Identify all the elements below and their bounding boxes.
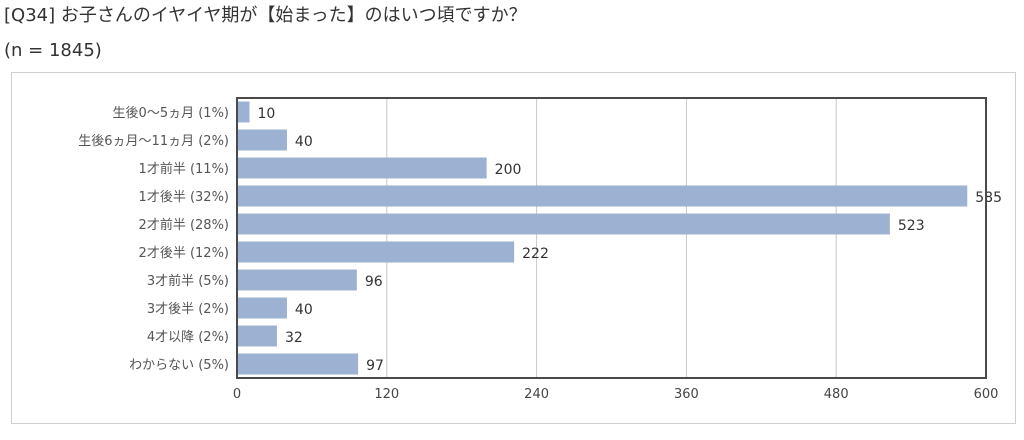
category-label: 生後6ヵ月〜11ヵ月 (2%) [78, 134, 229, 149]
bar [237, 269, 357, 291]
category-label: 1才後半 (32%) [139, 190, 229, 205]
data-label: 222 [522, 246, 549, 262]
data-label: 40 [295, 302, 313, 318]
bar [237, 101, 250, 123]
bar [237, 241, 515, 263]
data-label: 200 [495, 162, 522, 178]
x-tick-label: 0 [233, 387, 241, 402]
x-tick-label: 480 [824, 387, 849, 402]
category-label: 3才前半 (5%) [147, 273, 229, 289]
category-label: 3才後半 (2%) [147, 302, 229, 317]
plot-area-border [236, 97, 987, 379]
bar [237, 157, 487, 179]
data-label: 523 [898, 218, 925, 234]
category-label: 2才前半 (28%) [139, 217, 229, 233]
x-tick-label: 120 [374, 387, 399, 402]
x-tick-label: 240 [524, 387, 549, 402]
data-label: 585 [975, 190, 1002, 206]
data-label: 40 [295, 134, 313, 150]
bar [237, 297, 287, 319]
bar [237, 129, 287, 151]
data-label: 32 [285, 330, 303, 346]
category-label: 生後0〜5ヵ月 (1%) [113, 106, 229, 121]
bar [237, 213, 890, 235]
bar [237, 325, 277, 347]
category-label: わからない (5%) [129, 358, 229, 373]
data-label: 10 [257, 106, 275, 122]
bar [237, 353, 359, 375]
sample-size: (n = 1845) [4, 40, 102, 61]
x-tick-label: 600 [974, 387, 999, 402]
data-label: 97 [366, 358, 384, 374]
x-tick-label: 360 [674, 387, 699, 402]
category-label: 1才前半 (11%) [139, 161, 229, 177]
question-title: [Q34] お子さんのイヤイヤ期が【始まった】のはいつ頃ですか？ [4, 5, 527, 26]
category-label: 4才以降 (2%) [147, 330, 229, 345]
data-label: 96 [365, 274, 383, 290]
chart-frame [11, 72, 1016, 424]
bar [237, 185, 968, 207]
category-label: 2才後半 (12%) [139, 246, 229, 261]
